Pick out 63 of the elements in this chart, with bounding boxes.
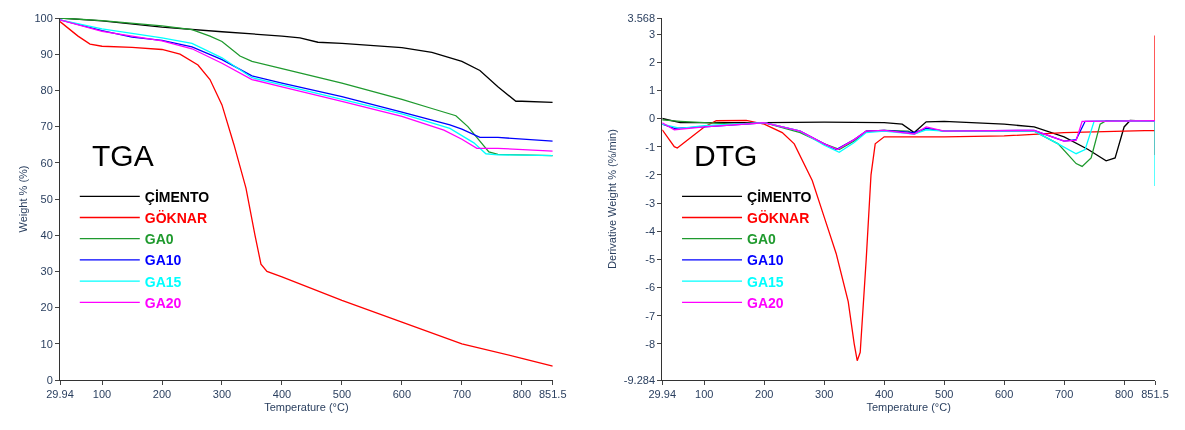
y-tick-label: -4 bbox=[645, 225, 656, 238]
y-tick-label: -3 bbox=[645, 196, 656, 209]
y-tick-label: 0 bbox=[46, 373, 53, 386]
legend-label: GÖKNAR bbox=[747, 209, 810, 226]
y-tick-label: -2 bbox=[645, 168, 656, 181]
y-tick-label: 30 bbox=[40, 265, 53, 278]
legend-label: GA20 bbox=[747, 294, 784, 311]
legend-label: GA10 bbox=[144, 252, 182, 269]
legend-label: GA15 bbox=[747, 273, 784, 290]
x-tick-label: 100 bbox=[695, 388, 714, 401]
x-tick-label: 300 bbox=[212, 388, 232, 401]
y-tick-label: 90 bbox=[40, 48, 53, 61]
y-tick-label: 2 bbox=[648, 56, 656, 69]
y-tick-label: -8 bbox=[645, 337, 656, 350]
annotation: DTG bbox=[694, 139, 758, 172]
y-tick-label: -9.284 bbox=[623, 373, 656, 386]
y-tick-label: 70 bbox=[40, 120, 53, 133]
y-tick-label: 20 bbox=[40, 301, 53, 314]
legend-label: GA0 bbox=[144, 231, 174, 248]
y-tick-label: -7 bbox=[645, 309, 656, 322]
x-tick-label: 500 bbox=[935, 388, 954, 401]
y-tick-label: -5 bbox=[645, 253, 656, 266]
y-tick-label: 100 bbox=[34, 11, 53, 24]
x-tick-label: 851.5 bbox=[1141, 388, 1169, 401]
x-tick-label: 200 bbox=[755, 388, 774, 401]
x-tick-label: 400 bbox=[272, 388, 292, 401]
y-tick-label: -1 bbox=[645, 140, 656, 153]
y-axis-title: Weight % (%) bbox=[17, 165, 30, 233]
y-tick-label: 1 bbox=[648, 84, 656, 97]
x-tick-label: 600 bbox=[392, 388, 412, 401]
y-tick-label: 80 bbox=[40, 84, 53, 97]
y-axis-title: Derivative Weight % (%/min) bbox=[606, 129, 619, 269]
x-tick-label: 700 bbox=[452, 388, 472, 401]
legend-label: GA0 bbox=[747, 231, 777, 248]
legend-label: GA20 bbox=[144, 294, 182, 311]
legend-label: ÇİMENTO bbox=[144, 188, 210, 205]
x-tick-label: 800 bbox=[512, 388, 532, 401]
y-tick-label: 0 bbox=[648, 112, 656, 125]
y-tick-label: -6 bbox=[645, 281, 656, 294]
annotation: TGA bbox=[92, 139, 154, 172]
y-tick-label: 60 bbox=[40, 156, 53, 169]
x-tick-label: 29.94 bbox=[46, 388, 74, 401]
x-tick-label: 29.94 bbox=[648, 388, 677, 401]
x-tick-label: 800 bbox=[1114, 388, 1134, 401]
y-tick-label: 3.568 bbox=[627, 11, 656, 24]
x-tick-label: 600 bbox=[994, 388, 1014, 401]
y-tick-label: 3 bbox=[648, 27, 656, 40]
x-tick-label: 200 bbox=[152, 388, 172, 401]
x-axis-title: Temperature (°C) bbox=[264, 401, 349, 414]
legend-label: GA10 bbox=[747, 252, 784, 269]
x-tick-label: 700 bbox=[1054, 388, 1074, 401]
x-tick-label: 500 bbox=[332, 388, 352, 401]
x-tick-label: 400 bbox=[875, 388, 894, 401]
x-tick-label: 100 bbox=[92, 388, 112, 401]
legend-label: GA15 bbox=[144, 273, 182, 290]
y-tick-label: 50 bbox=[40, 192, 53, 205]
y-tick-label: 10 bbox=[40, 337, 53, 350]
x-tick-label: 851.5 bbox=[538, 388, 567, 401]
x-axis-title: Temperature (°C) bbox=[866, 401, 951, 414]
legend-label: ÇİMENTO bbox=[747, 188, 812, 205]
y-tick-label: 40 bbox=[40, 229, 53, 242]
legend-label: GÖKNAR bbox=[144, 209, 208, 226]
x-tick-label: 300 bbox=[815, 388, 834, 401]
